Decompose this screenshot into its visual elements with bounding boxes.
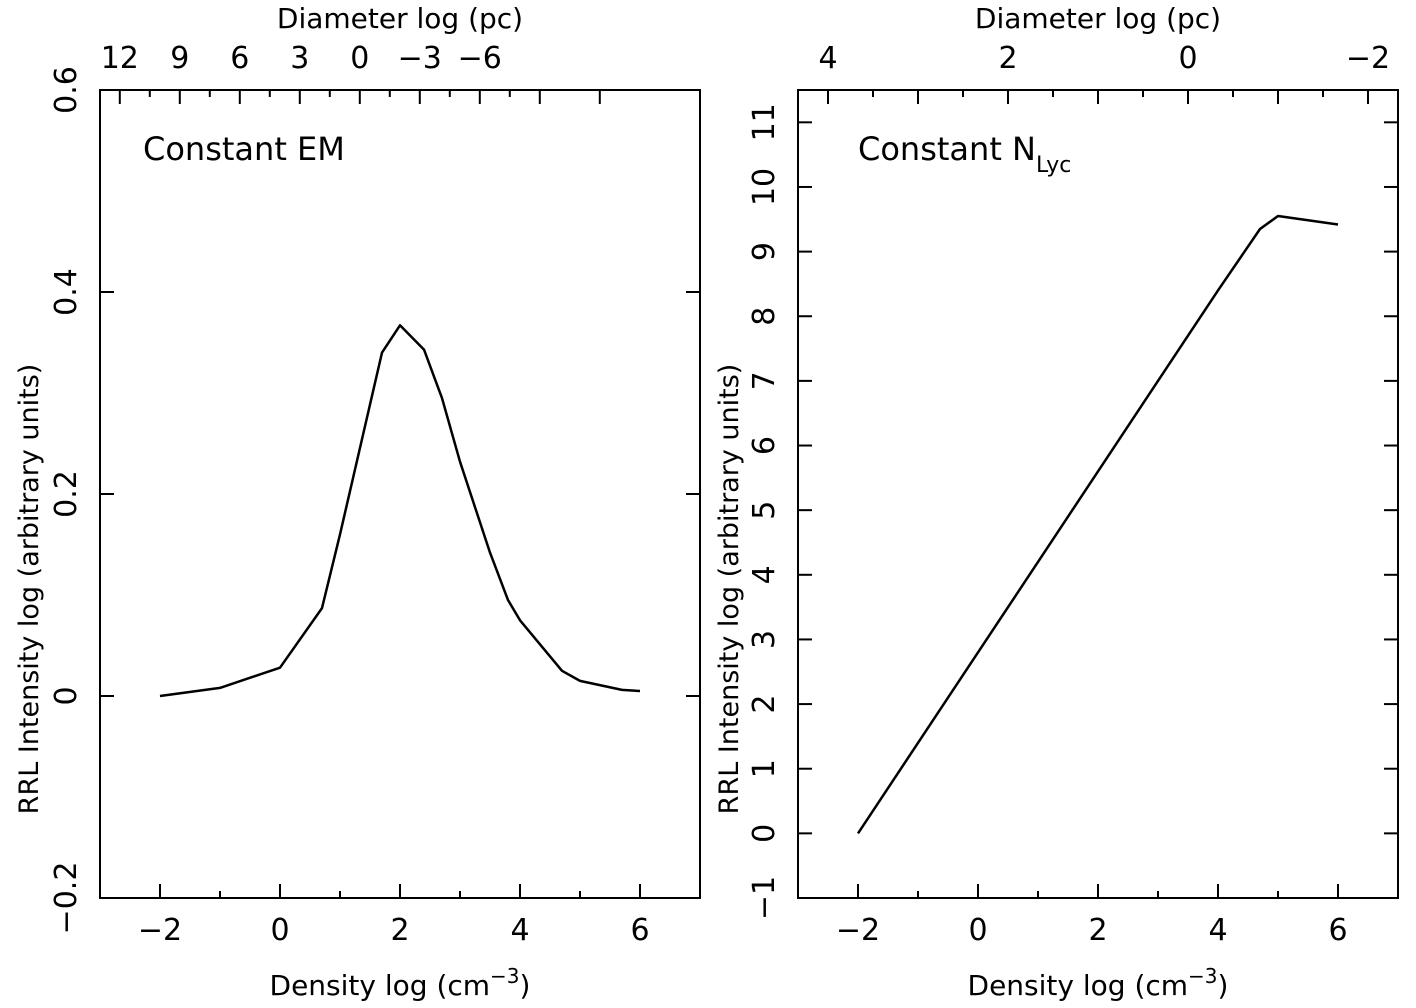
y-tick-label: 10 — [747, 168, 782, 206]
y-tick-label: 7 — [747, 371, 782, 390]
top-axis-title: Diameter log (pc) — [277, 2, 523, 35]
panel-annotation: Constant EM — [143, 130, 345, 168]
panel-annotation: Constant NLyc — [858, 130, 1071, 178]
top-tick-label: 0 — [1178, 41, 1197, 76]
x-tick-label: 4 — [510, 913, 529, 948]
y-axis-title: RRL Intensity log (arbitrary units) — [714, 364, 745, 815]
x-axis-title: Density log (cm−3) — [270, 964, 531, 1002]
x-axis-title-main: Density log (cm — [968, 969, 1189, 1002]
top-tick-label: 0 — [350, 41, 369, 76]
series-line — [159, 324, 641, 698]
top-tick-label: 9 — [170, 41, 189, 76]
series-line — [856, 214, 1339, 835]
y-tick-label: 8 — [747, 307, 782, 326]
top-tick-label: 12 — [101, 41, 139, 76]
y-tick-label: 5 — [747, 501, 782, 520]
top-tick-label: 4 — [818, 41, 837, 76]
top-tick-label: −3 — [398, 41, 442, 76]
x-tick-label: 4 — [1208, 913, 1227, 948]
x-tick-label: −2 — [138, 913, 182, 948]
y-tick-label: 4 — [747, 565, 782, 584]
plot-frame — [797, 89, 1399, 899]
x-tick-label: 0 — [968, 913, 987, 948]
y-tick-label: 9 — [747, 242, 782, 261]
top-tick-label: −2 — [1346, 41, 1390, 76]
x-axis-title-main: Density log (cm — [270, 969, 491, 1002]
top-tick-label: 6 — [230, 41, 249, 76]
y-tick-label: 1 — [747, 759, 782, 778]
plot-frame — [99, 89, 701, 899]
y-tick-label: 0.6 — [49, 66, 84, 114]
x-axis-title-suffix: ) — [520, 969, 531, 1002]
y-tick-label: 11 — [747, 103, 782, 141]
x-tick-label: 2 — [390, 913, 409, 948]
y-tick-label: 2 — [747, 695, 782, 714]
panel-constant-em: −2 0 2 4 6 12 9 6 3 0 −3 −6 Diameter log (pc) −0.2 0 0.… — [14, 2, 701, 1002]
x-tick-label: 6 — [1328, 913, 1347, 948]
x-axis-title: Density log (cm−3) — [968, 964, 1229, 1002]
y-tick-label: 0 — [747, 824, 782, 843]
x-tick-label: 6 — [630, 913, 649, 948]
annotation-subscript: Lyc — [1036, 153, 1071, 178]
x-axis-title-suffix: ) — [1218, 969, 1229, 1002]
y-tick-label: 0 — [49, 686, 84, 705]
panel-constant-nlyc: −2 0 2 4 6 4 2 0 −2 Diameter log (pc) −1 0 1 2 3 4 5 6 7 8 9… — [714, 2, 1399, 1002]
x-tick-label: 2 — [1088, 913, 1107, 948]
x-tick-label: 0 — [270, 913, 289, 948]
x-tick-label: −2 — [836, 913, 880, 948]
x-axis-title-superscript: −3 — [1188, 964, 1217, 988]
y-tick-label: −1 — [747, 876, 782, 920]
y-tick-label: −0.2 — [49, 862, 84, 935]
y-tick-label: 0.2 — [49, 470, 84, 518]
x-axis-title-superscript: −3 — [490, 964, 519, 988]
y-tick-label: 0.4 — [49, 268, 84, 316]
y-axis-title: RRL Intensity log (arbitrary units) — [14, 364, 45, 815]
top-tick-label: 3 — [290, 41, 309, 76]
annotation-main: Constant N — [858, 130, 1036, 168]
y-tick-label: 6 — [747, 436, 782, 455]
y-tick-label: 3 — [747, 630, 782, 649]
top-tick-label: −6 — [458, 41, 502, 76]
annotation-main: Constant EM — [143, 130, 345, 168]
top-axis-title: Diameter log (pc) — [975, 2, 1221, 35]
top-tick-label: 2 — [998, 41, 1017, 76]
